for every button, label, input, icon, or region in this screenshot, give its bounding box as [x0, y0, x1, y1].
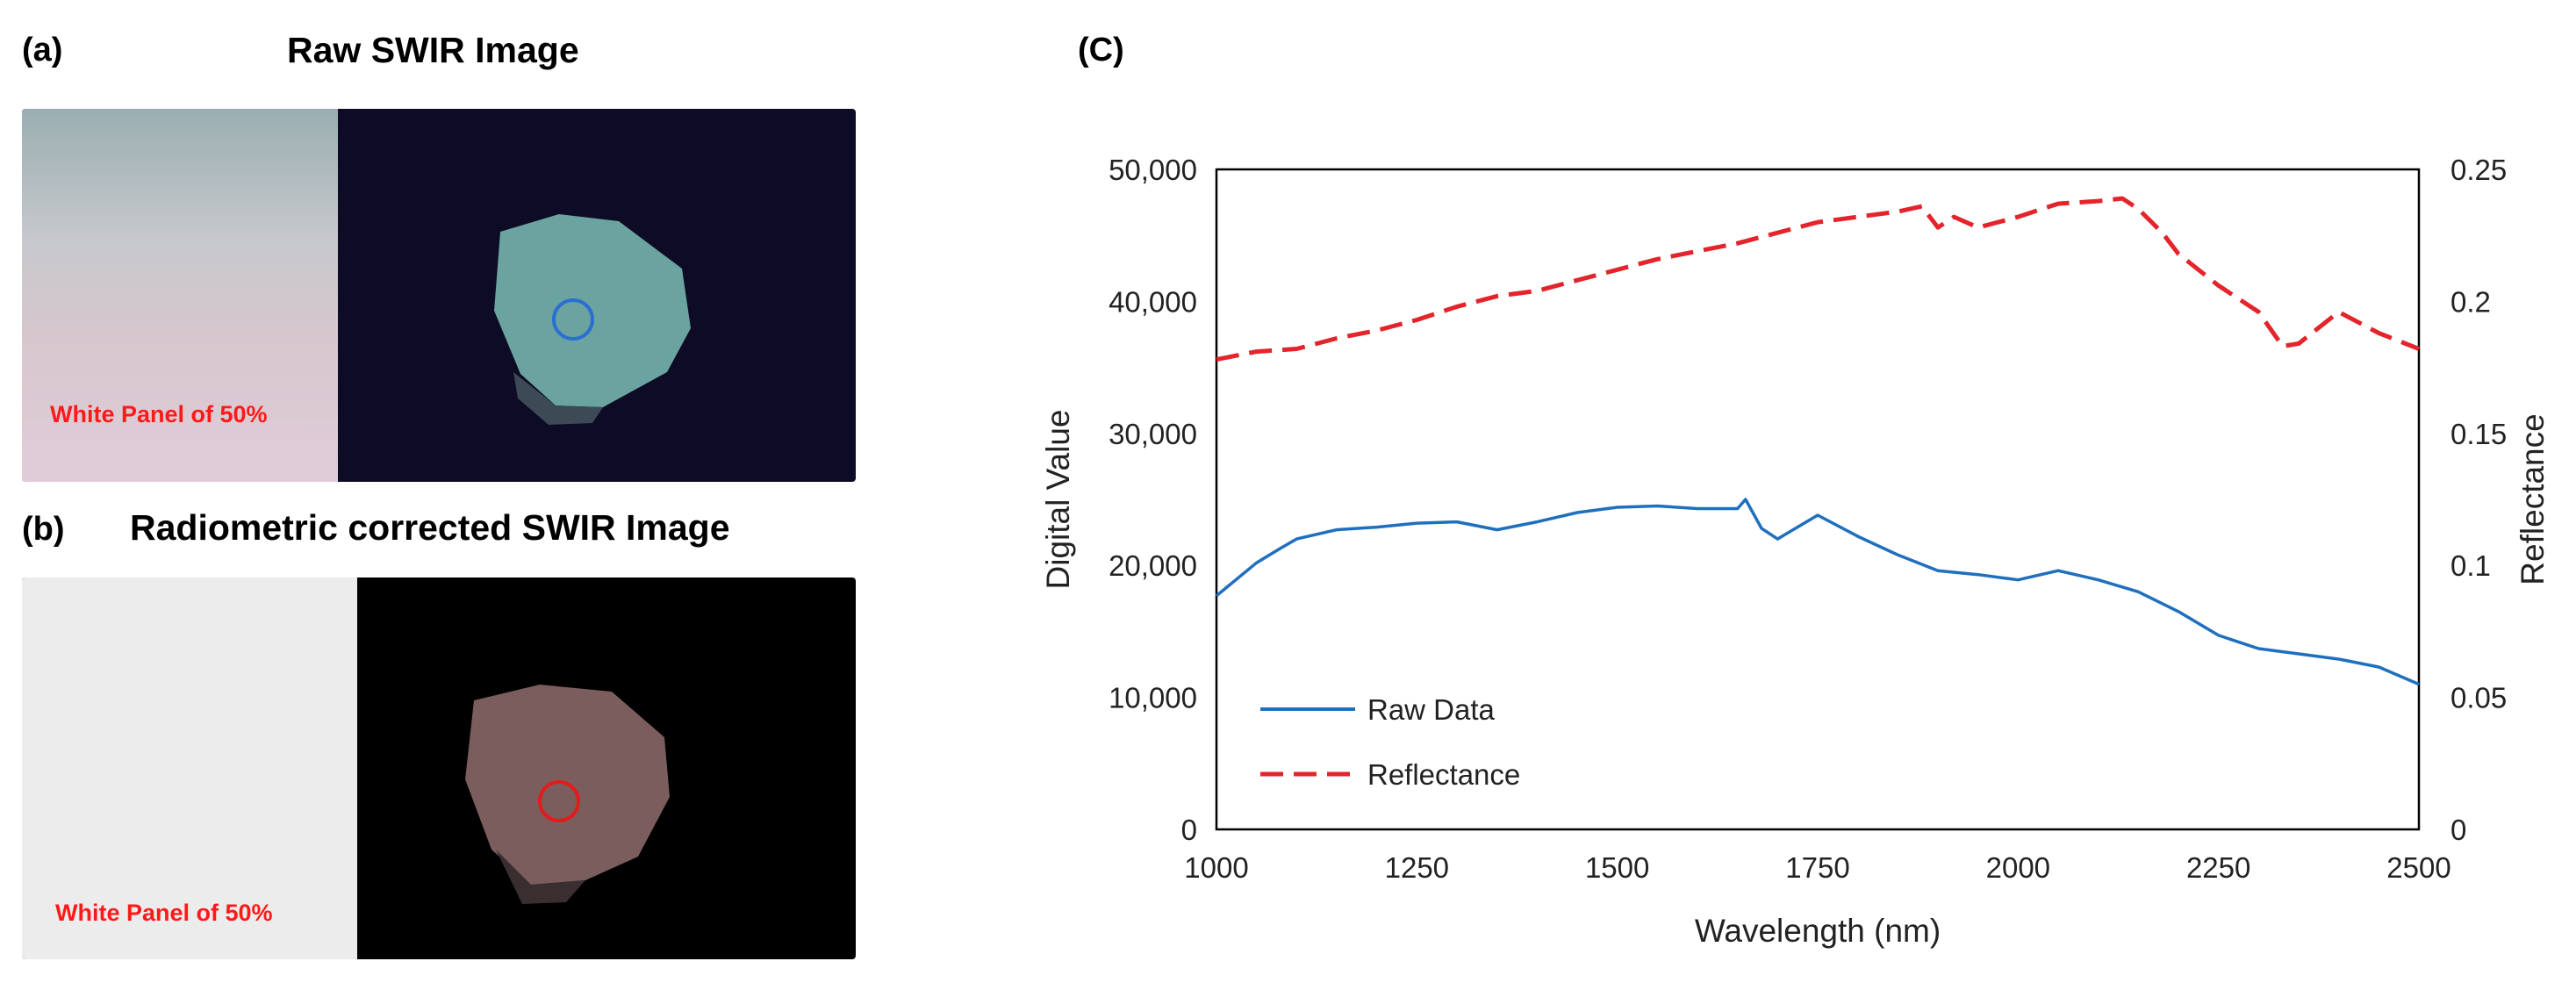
white-panel-label: White Panel of 50% [50, 401, 268, 427]
panel-c-label: (C) [1078, 32, 1124, 68]
y2-tick-label: 0.2 [2450, 285, 2491, 318]
reflectance-series-line [1216, 196, 2420, 362]
panel-b-title: Radiometric corrected SWIR Image [130, 507, 730, 548]
legend-reflectance-label: Reflectance [1367, 758, 1520, 791]
plot-area [1215, 168, 2421, 831]
legend-raw-label: Raw Data [1367, 693, 1496, 726]
radiometric-corrected-image: White Panel of 50% [22, 578, 856, 959]
y-tick-label: 50,000 [1109, 154, 1197, 186]
panel-a-label: (a) [22, 32, 63, 68]
x-tick-label: 2000 [1986, 851, 2050, 884]
y2-tick-label: 0.05 [2450, 682, 2507, 714]
spectral-chart: 0 10,000 20,000 30,000 40,000 50,000 0 0.05 0.1… [1040, 154, 2551, 949]
x-tick-label: 1750 [1785, 851, 1849, 884]
sample-marker [538, 780, 580, 822]
y-tick-label: 30,000 [1109, 418, 1197, 450]
x-tick-label: 2500 [2386, 851, 2450, 884]
y2-tick-label: 0.15 [2450, 418, 2507, 450]
raw-swir-image: White Panel of 50% [22, 109, 856, 482]
y-tick-label: 20,000 [1109, 549, 1197, 582]
panel-b-label: (b) [22, 511, 65, 548]
white-panel [22, 109, 338, 482]
y2-axis-title: Reflectance [2515, 413, 2551, 585]
white-panel [22, 578, 357, 959]
x-tick-label: 2250 [2186, 851, 2250, 884]
x-tick-label: 1000 [1184, 851, 1248, 884]
x-tick-label: 1250 [1385, 851, 1449, 884]
raw-data-series-line [1215, 498, 2420, 686]
rock-shadow [513, 372, 603, 425]
y2-tick-label: 0 [2450, 814, 2466, 846]
rock-sample [494, 214, 691, 407]
y2-tick-label: 0.25 [2450, 154, 2507, 186]
white-panel-label: White Panel of 50% [55, 900, 273, 926]
y-tick-label: 40,000 [1109, 285, 1197, 318]
x-axis-title: Wavelength (nm) [1695, 913, 1941, 949]
x-tick-label: 1500 [1585, 851, 1649, 884]
legend: Raw Data Reflectance [1260, 693, 1520, 791]
panel-a-title: Raw SWIR Image [287, 30, 579, 70]
y-tick-label: 10,000 [1109, 682, 1197, 714]
y2-tick-label: 0.1 [2450, 549, 2491, 582]
rock-shadow [496, 850, 585, 904]
sample-marker [552, 298, 594, 341]
y-tick-label: 0 [1181, 814, 1197, 846]
y-axis-title: Digital Value [1040, 410, 1076, 590]
